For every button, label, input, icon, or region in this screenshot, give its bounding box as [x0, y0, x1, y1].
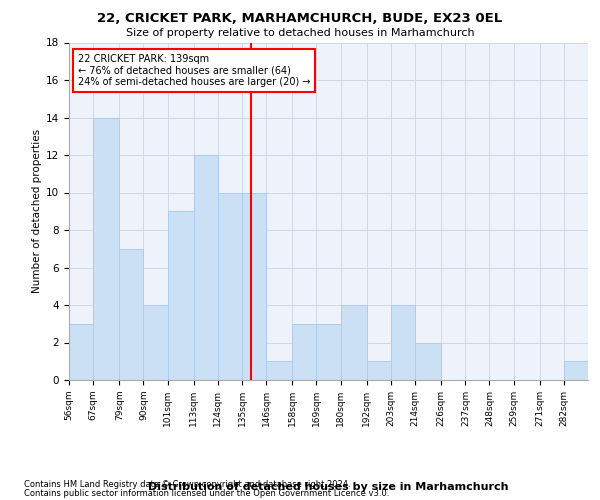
- Bar: [242, 192, 266, 380]
- Bar: [292, 324, 316, 380]
- Bar: [119, 248, 143, 380]
- Bar: [69, 324, 93, 380]
- Bar: [218, 192, 242, 380]
- Bar: [167, 211, 194, 380]
- Bar: [93, 118, 119, 380]
- Bar: [266, 361, 292, 380]
- Bar: [415, 342, 441, 380]
- Bar: [564, 361, 588, 380]
- Bar: [367, 361, 391, 380]
- Y-axis label: Number of detached properties: Number of detached properties: [32, 129, 42, 294]
- Text: Contains public sector information licensed under the Open Government Licence v3: Contains public sector information licen…: [24, 489, 389, 498]
- Text: Contains HM Land Registry data © Crown copyright and database right 2024.: Contains HM Land Registry data © Crown c…: [24, 480, 350, 489]
- Bar: [194, 155, 218, 380]
- Bar: [341, 305, 367, 380]
- Text: 22 CRICKET PARK: 139sqm
← 76% of detached houses are smaller (64)
24% of semi-de: 22 CRICKET PARK: 139sqm ← 76% of detache…: [78, 54, 310, 87]
- Bar: [316, 324, 341, 380]
- Text: 22, CRICKET PARK, MARHAMCHURCH, BUDE, EX23 0EL: 22, CRICKET PARK, MARHAMCHURCH, BUDE, EX…: [97, 12, 503, 26]
- Text: Size of property relative to detached houses in Marhamchurch: Size of property relative to detached ho…: [125, 28, 475, 38]
- Bar: [391, 305, 415, 380]
- X-axis label: Distribution of detached houses by size in Marhamchurch: Distribution of detached houses by size …: [148, 482, 509, 492]
- Bar: [143, 305, 167, 380]
